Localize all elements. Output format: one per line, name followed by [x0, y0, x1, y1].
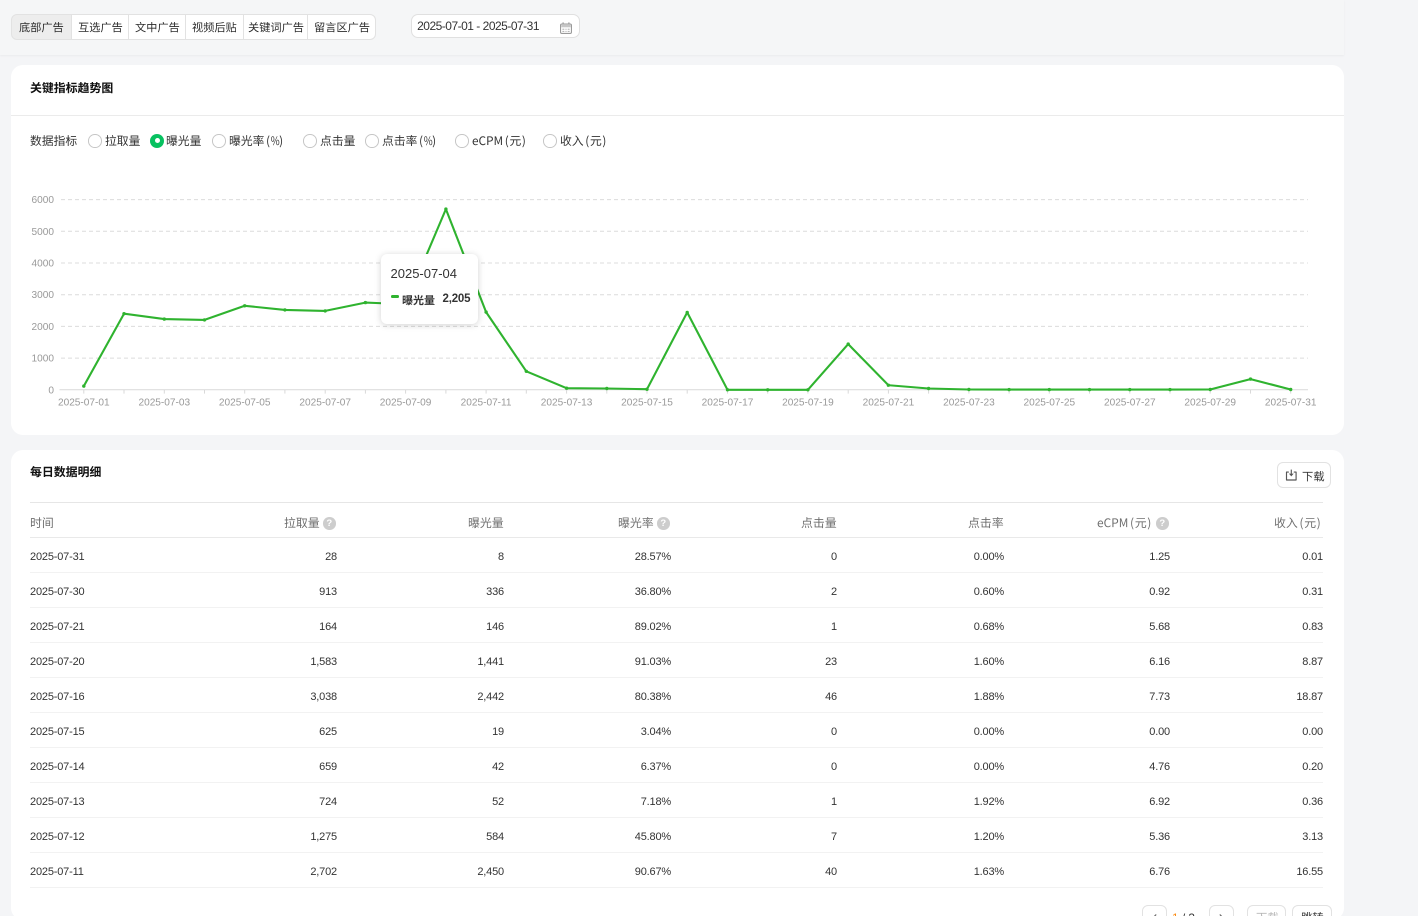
svg-text:5000: 5000 — [32, 227, 55, 238]
svg-text:2025-07-17: 2025-07-17 — [702, 397, 754, 408]
svg-text:2025-07-09: 2025-07-09 — [380, 397, 432, 408]
svg-text:2025-07-05: 2025-07-05 — [219, 397, 271, 408]
svg-text:6000: 6000 — [32, 195, 55, 206]
svg-text:2025-07-27: 2025-07-27 — [1104, 397, 1156, 408]
svg-text:2025-07-31: 2025-07-31 — [1265, 397, 1317, 408]
svg-text:4000: 4000 — [32, 259, 55, 270]
svg-text:2025-07-23: 2025-07-23 — [943, 397, 995, 408]
svg-text:2025-07-15: 2025-07-15 — [621, 397, 673, 408]
svg-text:2025-07-01: 2025-07-01 — [58, 397, 110, 408]
svg-text:2025-07-11: 2025-07-11 — [461, 397, 512, 408]
svg-text:2025-07-13: 2025-07-13 — [541, 397, 593, 408]
svg-text:2025-07-19: 2025-07-19 — [782, 397, 834, 408]
svg-text:2000: 2000 — [32, 322, 55, 333]
svg-text:0: 0 — [48, 385, 54, 396]
svg-text:3000: 3000 — [32, 290, 55, 301]
svg-text:2025-07-21: 2025-07-21 — [863, 397, 915, 408]
svg-text:2025-07-25: 2025-07-25 — [1023, 397, 1075, 408]
svg-text:1000: 1000 — [32, 354, 55, 365]
svg-text:2025-07-29: 2025-07-29 — [1184, 397, 1236, 408]
svg-text:2025-07-07: 2025-07-07 — [299, 397, 351, 408]
svg-text:2025-07-03: 2025-07-03 — [138, 397, 190, 408]
